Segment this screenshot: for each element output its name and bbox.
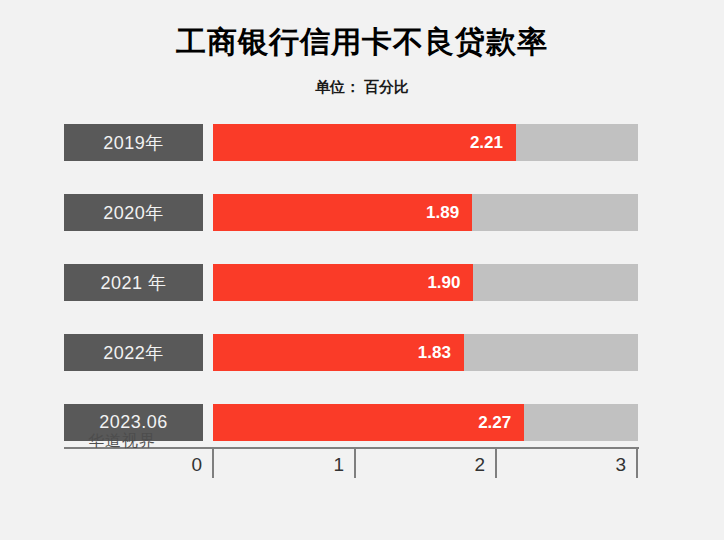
tick-label: 3 [615,454,626,476]
bar-value-label: 1.89 [426,203,472,223]
x-axis: 0 1 2 3 [64,447,640,481]
x-axis-tick: 3 [636,447,638,478]
bar-fill: 2.27 [213,404,524,441]
bar-row: 2022年 1.83 [64,334,638,371]
tick-label: 1 [333,454,344,476]
category-label: 2020年 [64,194,203,231]
tick-label: 2 [474,454,485,476]
bar-row: 2020年 1.89 [64,194,638,231]
watermark: 华道视界 [88,431,156,452]
bar-fill: 1.83 [213,334,464,371]
bar-track: 2.27 [213,404,638,441]
category-label: 2021 年 [64,264,203,301]
bar-fill: 1.90 [213,264,473,301]
bar-track: 2.21 [213,124,638,161]
bar-row: 2021 年 1.90 [64,264,638,301]
bar-track: 1.90 [213,264,638,301]
chart-title: 工商银行信用卡不良贷款率 [0,22,724,63]
chart-subtitle: 单位： 百分比 [0,78,724,97]
bar-value-label: 1.90 [427,273,473,293]
x-axis-tick: 0 [212,447,214,478]
bar-fill: 1.89 [213,194,472,231]
bar-value-label: 2.27 [478,413,524,433]
bar-value-label: 1.83 [418,343,464,363]
bar-track: 1.83 [213,334,638,371]
tick-mark [354,447,356,478]
bar-fill: 2.21 [213,124,516,161]
tick-mark [495,447,497,478]
bar-track: 1.89 [213,194,638,231]
tick-mark [636,447,638,478]
category-label: 2022年 [64,334,203,371]
tick-label: 0 [191,454,202,476]
bar-row: 2019年 2.21 [64,124,638,161]
bar-value-label: 2.21 [470,133,516,153]
tick-mark [212,447,214,478]
x-axis-tick: 1 [354,447,356,478]
category-label: 2019年 [64,124,203,161]
chart-canvas: 工商银行信用卡不良贷款率 单位： 百分比 2019年 2.21 2020年 1.… [0,0,724,540]
x-axis-tick: 2 [495,447,497,478]
